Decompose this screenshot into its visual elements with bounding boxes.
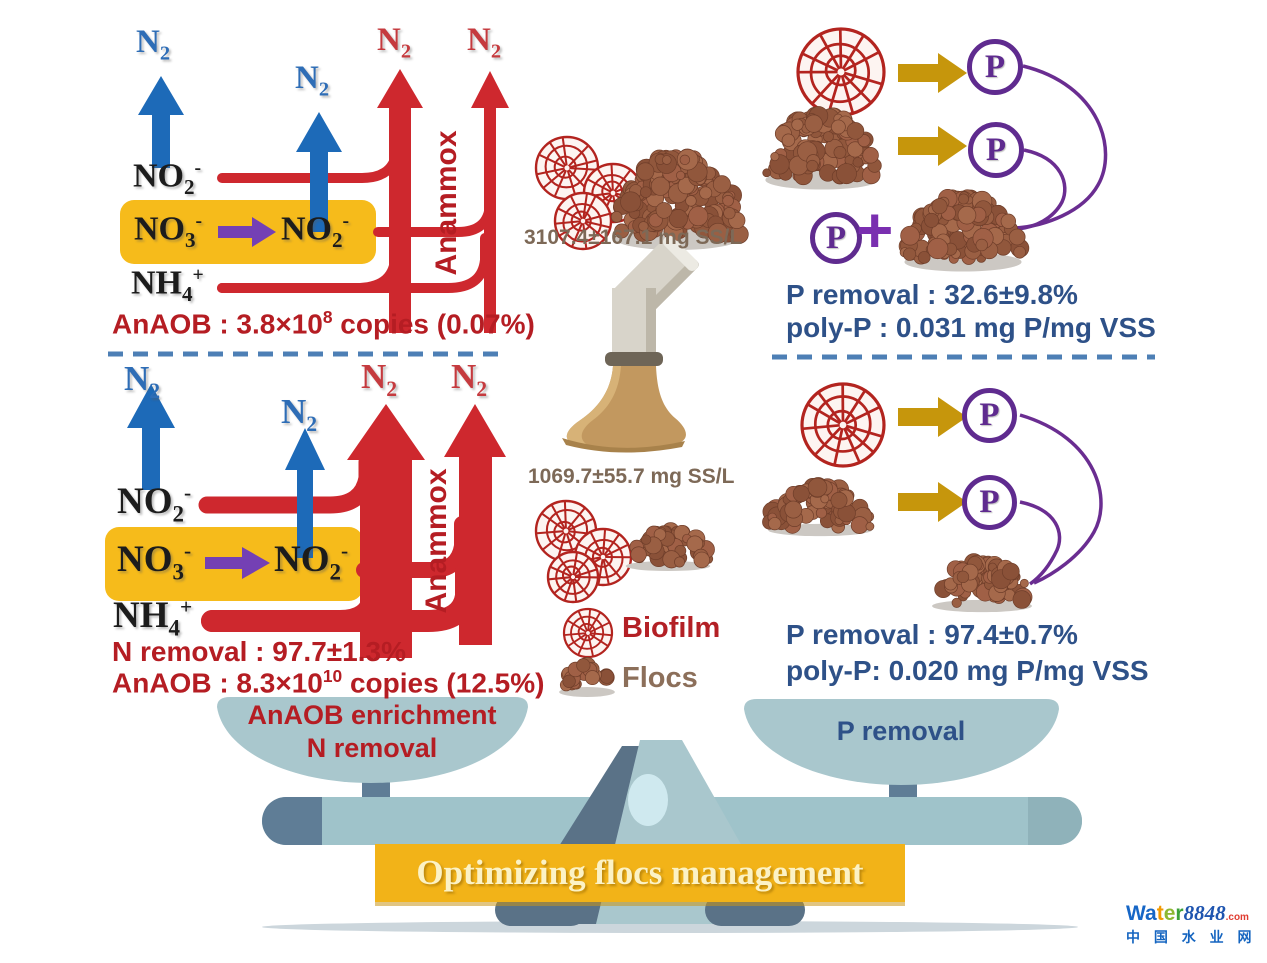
banner-title: Optimizing flocs management	[375, 844, 905, 902]
watermark-brand-letters: Water	[1126, 902, 1184, 925]
fulcrum-hole	[628, 774, 668, 826]
p-removal-stat: P removal : 97.4±0.7%	[786, 619, 1078, 650]
watermark-letter: e	[1163, 902, 1176, 925]
phosphorus-panel-after	[762, 382, 1103, 613]
nitrogen-pathway-before	[120, 69, 509, 333]
n2-up-arrow-icon	[127, 384, 175, 490]
nitrate-to-nitrite-arrow-icon	[218, 217, 276, 247]
left-pan-label-line2: N removal	[306, 733, 438, 763]
n2-up-arrow-icon	[138, 76, 184, 168]
flocs-pile-large	[610, 148, 749, 251]
anammox-arrow-icon	[377, 69, 423, 333]
anaob-copies-stat: AnAOB : 3.8×108 copies (0.07%)	[112, 307, 535, 340]
p-release-curve	[1019, 500, 1062, 586]
n2-label: N2	[377, 22, 412, 63]
p-release-curve	[1019, 413, 1103, 585]
phosphorus-circle: P	[810, 212, 862, 264]
n2-label: N2	[281, 392, 318, 436]
nitrite-label: NO2-	[274, 538, 349, 585]
biofilm-cluster-bottom	[534, 499, 633, 604]
watermark-letter: r	[1175, 902, 1184, 925]
gold-arrow-icon	[898, 53, 967, 93]
nitrate-label: NO3-	[117, 538, 192, 585]
n2-up-arrow-icon	[285, 428, 325, 558]
watermark: Water8848.com 中 国 水 业 网	[1126, 901, 1264, 947]
ground-line	[262, 921, 1078, 933]
watermark-letter: W	[1126, 902, 1146, 925]
n2-label: N2	[136, 24, 171, 65]
n2-label: N2	[295, 60, 330, 101]
legend-flocs-label: Flocs	[622, 662, 698, 694]
left-pan	[217, 697, 528, 783]
n2-label: N2	[361, 357, 398, 401]
watermark-letter: a	[1145, 902, 1157, 925]
phosphorus-circle: P	[967, 39, 1023, 95]
nitrate-label: NO3-	[134, 210, 203, 253]
left-pan-label-line1: AnAOB enrichment	[247, 700, 497, 730]
legend-biofilm-icon	[562, 607, 614, 659]
nitrite-label: NO2-	[281, 210, 350, 253]
nitrite-label: NO2-	[133, 157, 202, 200]
anammox-label: Anammox	[430, 130, 463, 276]
n2-label: N2	[124, 359, 161, 403]
legend-flocs-icon	[559, 657, 615, 697]
gold-arrow-icon	[898, 126, 967, 166]
ss-concentration-bottom: 1069.7±55.7 mg SS/L	[528, 465, 735, 488]
fulcrum-right-foot	[705, 894, 805, 926]
n2-label: N2	[467, 22, 502, 63]
p-release-curve	[1015, 64, 1108, 230]
ammonium-label: NH4+	[113, 594, 193, 641]
watermark-brand-tld: .com	[1225, 912, 1249, 923]
poly-p-stat: poly-P : 0.031 mg P/mg VSS	[786, 312, 1156, 343]
anammox-arrow-icon	[347, 404, 425, 658]
n2-up-arrow-icon	[296, 112, 342, 232]
phosphorus-circle: P	[968, 122, 1024, 178]
flocs-pile-small	[625, 522, 715, 572]
nitrate-to-nitrite-arrow-icon	[205, 547, 270, 579]
nitrogen-pathway-after	[105, 384, 506, 658]
discharge-pipe-icon	[562, 235, 699, 453]
gold-arrow-icon	[898, 482, 967, 522]
nitrite-label: NO2-	[117, 480, 192, 527]
right-pan	[744, 699, 1059, 785]
fulcrum-left-foot	[495, 894, 587, 926]
watermark-subtitle: 中 国 水 业 网	[1126, 929, 1257, 945]
p-release-curve	[1017, 148, 1067, 231]
plus-icon: +	[856, 194, 894, 266]
watermark-brand: Water8848.com	[1126, 901, 1264, 926]
beam-right-cap	[1028, 797, 1082, 845]
n-removal-stat: N removal : 97.7±1.3%	[112, 636, 406, 667]
poly-p-stat: poly-P: 0.020 mg P/mg VSS	[786, 655, 1149, 686]
ammonium-label: NH4+	[131, 264, 204, 307]
anammox-arrow-icon	[444, 404, 506, 645]
ss-concentration-top: 3107.4±167.1 mg SS/L	[524, 226, 743, 249]
phosphorus-circle: P	[962, 475, 1017, 530]
legend-biofilm-label: Biofilm	[622, 612, 721, 644]
phosphorus-circle: P	[962, 388, 1017, 443]
p-removal-stat: P removal : 32.6±9.8%	[786, 279, 1078, 310]
anammox-arrow-icon	[471, 71, 509, 333]
n2-label: N2	[451, 357, 488, 401]
watermark-letter: t	[1156, 902, 1164, 925]
anaob-copies-stat: AnAOB : 8.3×1010 copies (12.5%)	[112, 666, 545, 699]
beam-left-cap	[262, 797, 322, 845]
phosphorus-panel-before	[762, 27, 1108, 272]
anammox-label: Anammox	[420, 468, 453, 614]
balance-scale	[217, 697, 1082, 933]
watermark-brand-number: 8848	[1183, 901, 1226, 925]
biofilm-cluster-top	[534, 135, 644, 251]
gold-arrow-icon	[898, 397, 967, 437]
right-pan-label: P removal	[836, 716, 966, 746]
